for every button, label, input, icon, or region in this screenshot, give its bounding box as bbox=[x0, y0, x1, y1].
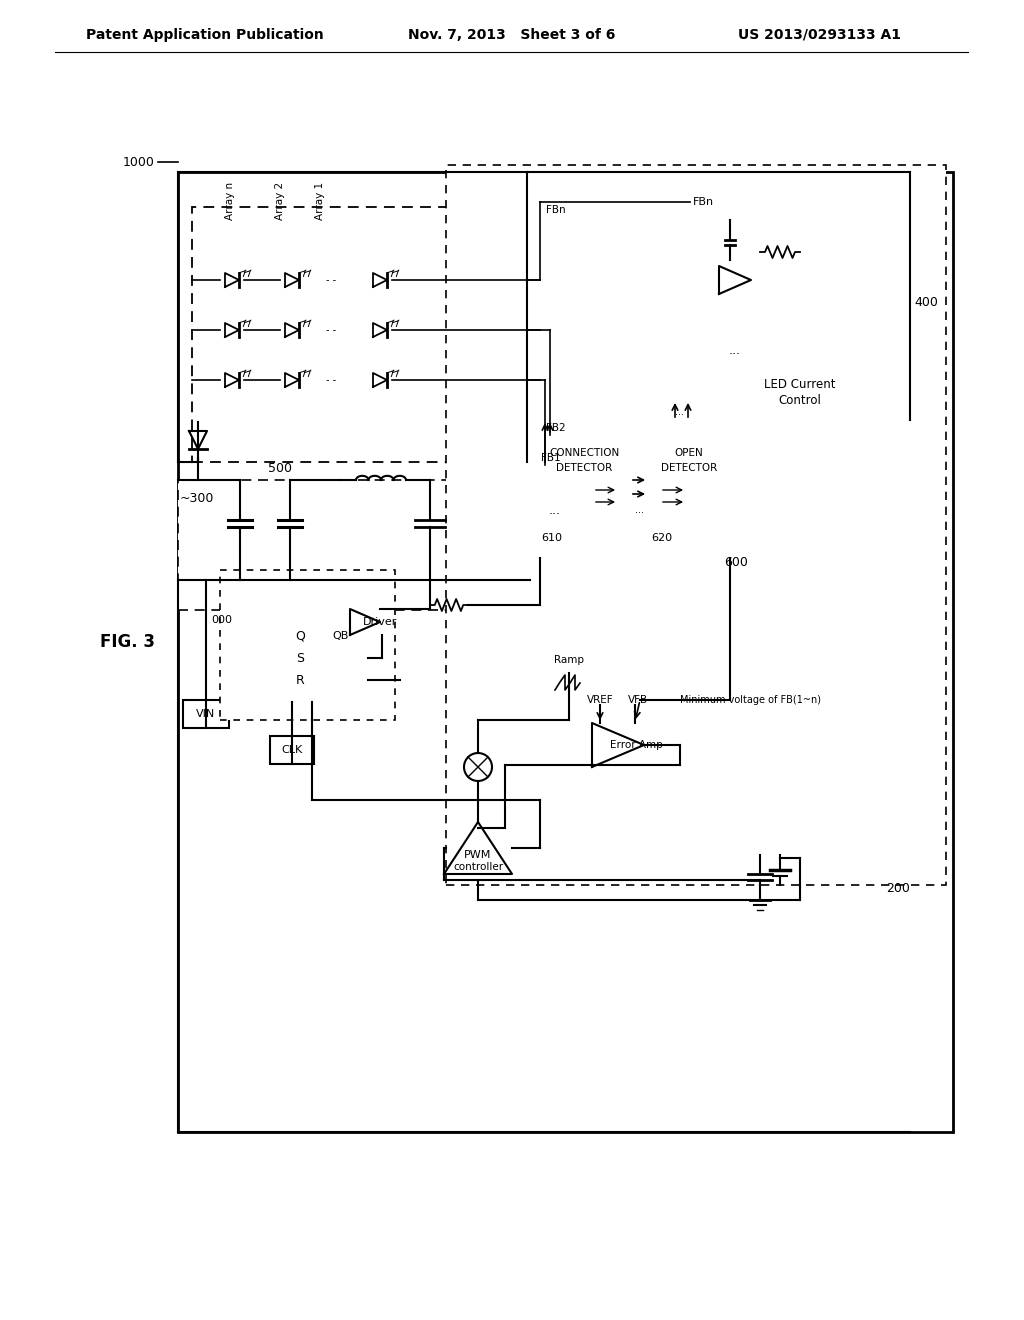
Text: DETECTOR: DETECTOR bbox=[556, 463, 612, 473]
Text: FIG. 3: FIG. 3 bbox=[100, 634, 155, 651]
Text: 600: 600 bbox=[724, 556, 748, 569]
Text: Ramp: Ramp bbox=[554, 655, 584, 665]
Text: FB2: FB2 bbox=[546, 422, 565, 433]
Text: VREF: VREF bbox=[587, 696, 613, 705]
Text: Minimum voltage of FB(1~n): Minimum voltage of FB(1~n) bbox=[680, 696, 821, 705]
Text: Array n: Array n bbox=[225, 182, 234, 220]
Text: 610: 610 bbox=[541, 533, 562, 543]
Text: S: S bbox=[296, 652, 304, 664]
Text: 000: 000 bbox=[212, 615, 232, 624]
Text: ...: ... bbox=[549, 503, 561, 516]
Text: FBn: FBn bbox=[546, 205, 565, 215]
Bar bbox=[220, 570, 395, 719]
Text: PWM: PWM bbox=[464, 850, 492, 861]
Text: ...: ... bbox=[729, 343, 741, 356]
Bar bbox=[178, 480, 534, 610]
Bar bbox=[546, 647, 592, 673]
Text: 620: 620 bbox=[651, 533, 672, 543]
Text: - -: - - bbox=[326, 325, 336, 335]
Text: Array 2: Array 2 bbox=[275, 182, 285, 220]
Text: Nov. 7, 2013   Sheet 3 of 6: Nov. 7, 2013 Sheet 3 of 6 bbox=[409, 28, 615, 42]
Text: R: R bbox=[296, 673, 304, 686]
Bar bbox=[446, 165, 946, 884]
Text: VFB: VFB bbox=[628, 696, 648, 705]
Text: 500: 500 bbox=[268, 462, 292, 474]
Text: 1000: 1000 bbox=[123, 156, 155, 169]
Text: controller: controller bbox=[453, 862, 503, 873]
Text: ...: ... bbox=[635, 506, 643, 515]
Text: ~300: ~300 bbox=[180, 491, 214, 504]
Bar bbox=[193, 207, 527, 462]
Text: FBn: FBn bbox=[693, 197, 714, 207]
Text: CONNECTION: CONNECTION bbox=[549, 447, 620, 458]
Text: Error Amp: Error Amp bbox=[609, 741, 663, 750]
Bar bbox=[538, 407, 740, 558]
Text: Q: Q bbox=[295, 630, 305, 643]
Text: US 2013/0293133 A1: US 2013/0293133 A1 bbox=[738, 28, 901, 42]
Text: ...: ... bbox=[676, 407, 684, 417]
Text: 400: 400 bbox=[914, 296, 938, 309]
Text: Array 1: Array 1 bbox=[315, 182, 325, 220]
Bar bbox=[690, 185, 910, 420]
Text: - -: - - bbox=[326, 275, 336, 285]
Text: DETECTOR: DETECTOR bbox=[660, 463, 717, 473]
Text: Control: Control bbox=[778, 393, 821, 407]
Bar bbox=[270, 737, 314, 764]
Text: LED Current: LED Current bbox=[764, 379, 836, 392]
Bar bbox=[183, 700, 229, 729]
Bar bbox=[178, 172, 953, 1133]
Text: OPEN: OPEN bbox=[675, 447, 703, 458]
Bar bbox=[286, 614, 368, 702]
Text: 200: 200 bbox=[886, 882, 910, 895]
Text: - -: - - bbox=[326, 375, 336, 385]
Text: Patent Application Publication: Patent Application Publication bbox=[86, 28, 324, 42]
Bar bbox=[648, 420, 730, 528]
Text: CLK: CLK bbox=[282, 744, 303, 755]
Text: QB: QB bbox=[333, 631, 349, 642]
Text: Driver: Driver bbox=[362, 616, 397, 627]
Text: FB1: FB1 bbox=[541, 453, 560, 463]
Text: VIN: VIN bbox=[197, 709, 216, 719]
Bar bbox=[538, 420, 630, 528]
